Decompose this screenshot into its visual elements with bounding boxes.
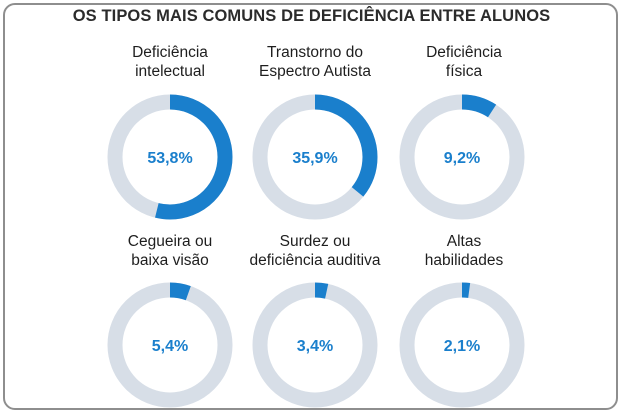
label-vision: Cegueira ou baixa visão: [85, 232, 255, 270]
label-line: intelectual: [135, 63, 205, 80]
donut-value-arc: [399, 282, 525, 408]
donut-3: 5,4%: [107, 282, 233, 408]
label-line: baixa visão: [131, 252, 209, 269]
chart-title: OS TIPOS MAIS COMUNS DE DEFICIÊNCIA ENTR…: [72, 7, 551, 25]
label-line: Altas: [446, 233, 482, 250]
donut-1: 35,9%: [252, 94, 378, 220]
label-line: Transtorno do: [267, 44, 363, 61]
label-line: Deficiência: [426, 44, 502, 61]
donut-5: 2,1%: [399, 282, 525, 408]
label-gifted: Altas habilidades: [379, 232, 549, 270]
label-physical: Deficiência física: [379, 43, 549, 81]
label-line: Surdez ou: [279, 233, 351, 250]
donut-value-arc: [399, 94, 525, 220]
donut-value-label: 53,8%: [147, 150, 192, 167]
label-line: deficiência auditiva: [249, 252, 381, 269]
donut-value-arc: [107, 282, 233, 408]
label-line: habilidades: [424, 252, 504, 269]
donut-0: 53,8%: [107, 94, 233, 220]
label-line: Cegueira ou: [127, 233, 213, 250]
donut-value-arc: [252, 94, 378, 220]
donut-value-arc: [252, 282, 378, 408]
donut-value-label: 5,4%: [152, 338, 188, 355]
label-autism: Transtorno do Espectro Autista: [230, 43, 400, 81]
donut-value-arc: [107, 94, 233, 220]
donut-value-label: 3,4%: [297, 338, 333, 355]
label-line: Deficiência: [132, 44, 208, 61]
donut-value-label: 2,1%: [444, 338, 480, 355]
donut-value-label: 9,2%: [444, 150, 480, 167]
label-hearing: Surdez ou deficiência auditiva: [230, 232, 400, 270]
donut-2: 9,2%: [399, 94, 525, 220]
label-intellectual: Deficiência intelectual: [85, 43, 255, 81]
donut-value-label: 35,9%: [292, 150, 337, 167]
label-line: Espectro Autista: [258, 63, 371, 80]
label-line: física: [445, 63, 483, 80]
donut-4: 3,4%: [252, 282, 378, 408]
